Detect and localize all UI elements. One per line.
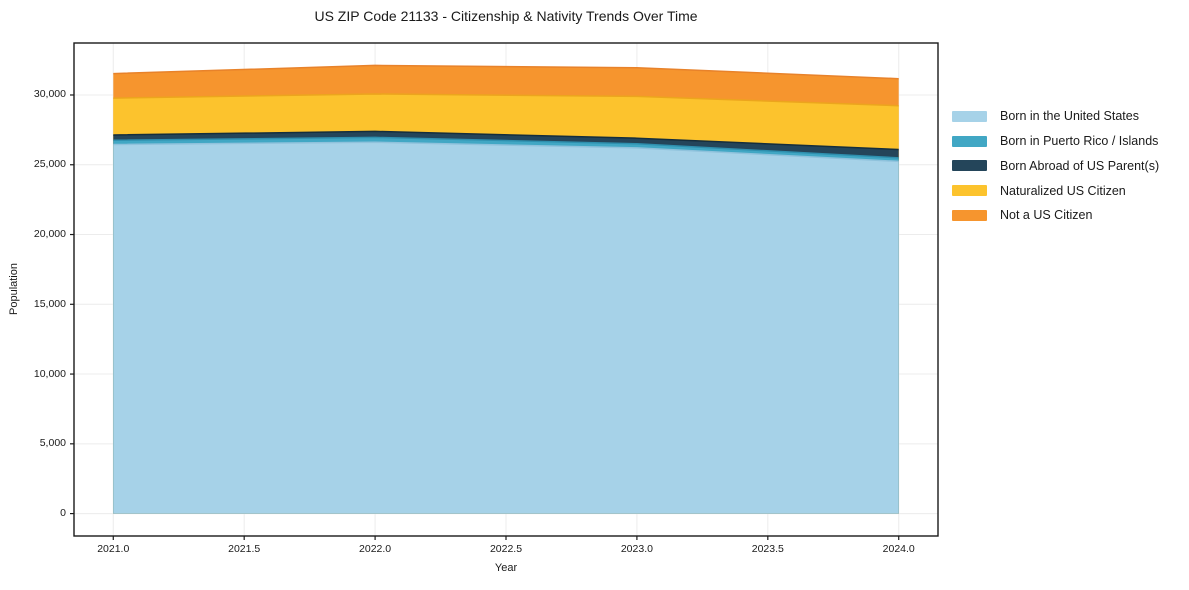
area-not-citizen-edge [113,64,899,80]
x-tick-label: 2021.5 [228,543,261,555]
legend-swatch-not-citizen [952,209,987,221]
legend-label: Naturalized US Citizen [1000,183,1126,198]
x-tick-label: 2024.0 [882,543,915,555]
area-born-abroad-edge [113,130,899,151]
legend-row-naturalized: Naturalized US Citizen [952,178,1159,203]
legend-label: Born Abroad of US Parent(s) [1000,158,1160,173]
area-puerto-rico-edge [113,136,899,159]
y-axis-label: Population [8,263,20,315]
legend-label: Born in the United States [1000,109,1139,124]
legend-swatch-naturalized [952,185,987,197]
x-tick-label: 2022.5 [489,543,523,555]
x-tick-label: 2021.0 [97,543,130,555]
plot-area [70,42,939,540]
legend-row-born-abroad: Born Abroad of US Parent(s) [952,154,1159,179]
y-tick-label: 30,000 [33,88,66,101]
x-axis-label: Year [494,562,518,574]
legend-row-puerto-rico: Born in Puerto Rico / Islands [952,129,1159,154]
y-tick-label: 25,000 [33,158,66,171]
legend-swatch-born-us [952,110,987,122]
legend-label: Born in Puerto Rico / Islands [1000,134,1159,149]
legend: Born in the United States Born in Puerto … [952,104,1159,228]
stacked-area-chart [70,42,939,540]
area-born-us-edge [113,141,899,163]
area-naturalized-edge [113,93,899,107]
y-tick-label: 0 [60,507,66,520]
legend-row-not-citizen: Not a US Citizen [952,203,1159,228]
plot-frame [73,42,939,537]
y-tick-label: 15,000 [33,297,66,310]
y-tick-label: 5,000 [39,437,66,450]
x-tick-label: 2023.5 [751,543,784,555]
y-tick-label: 10,000 [33,367,66,380]
x-tick-label: 2023.0 [620,543,653,555]
legend-swatch-puerto-rico [952,135,987,147]
area-born-us [113,142,899,514]
legend-swatch-born-abroad [952,160,987,172]
y-tick-label: 20,000 [33,228,66,241]
x-tick-label: 2022.0 [359,543,392,555]
legend-label: Not a US Citizen [1000,208,1093,223]
chart-title: US ZIP Code 21133 - Citizenship & Nativi… [314,8,698,24]
legend-row-born-us: Born in the United States [952,104,1159,129]
